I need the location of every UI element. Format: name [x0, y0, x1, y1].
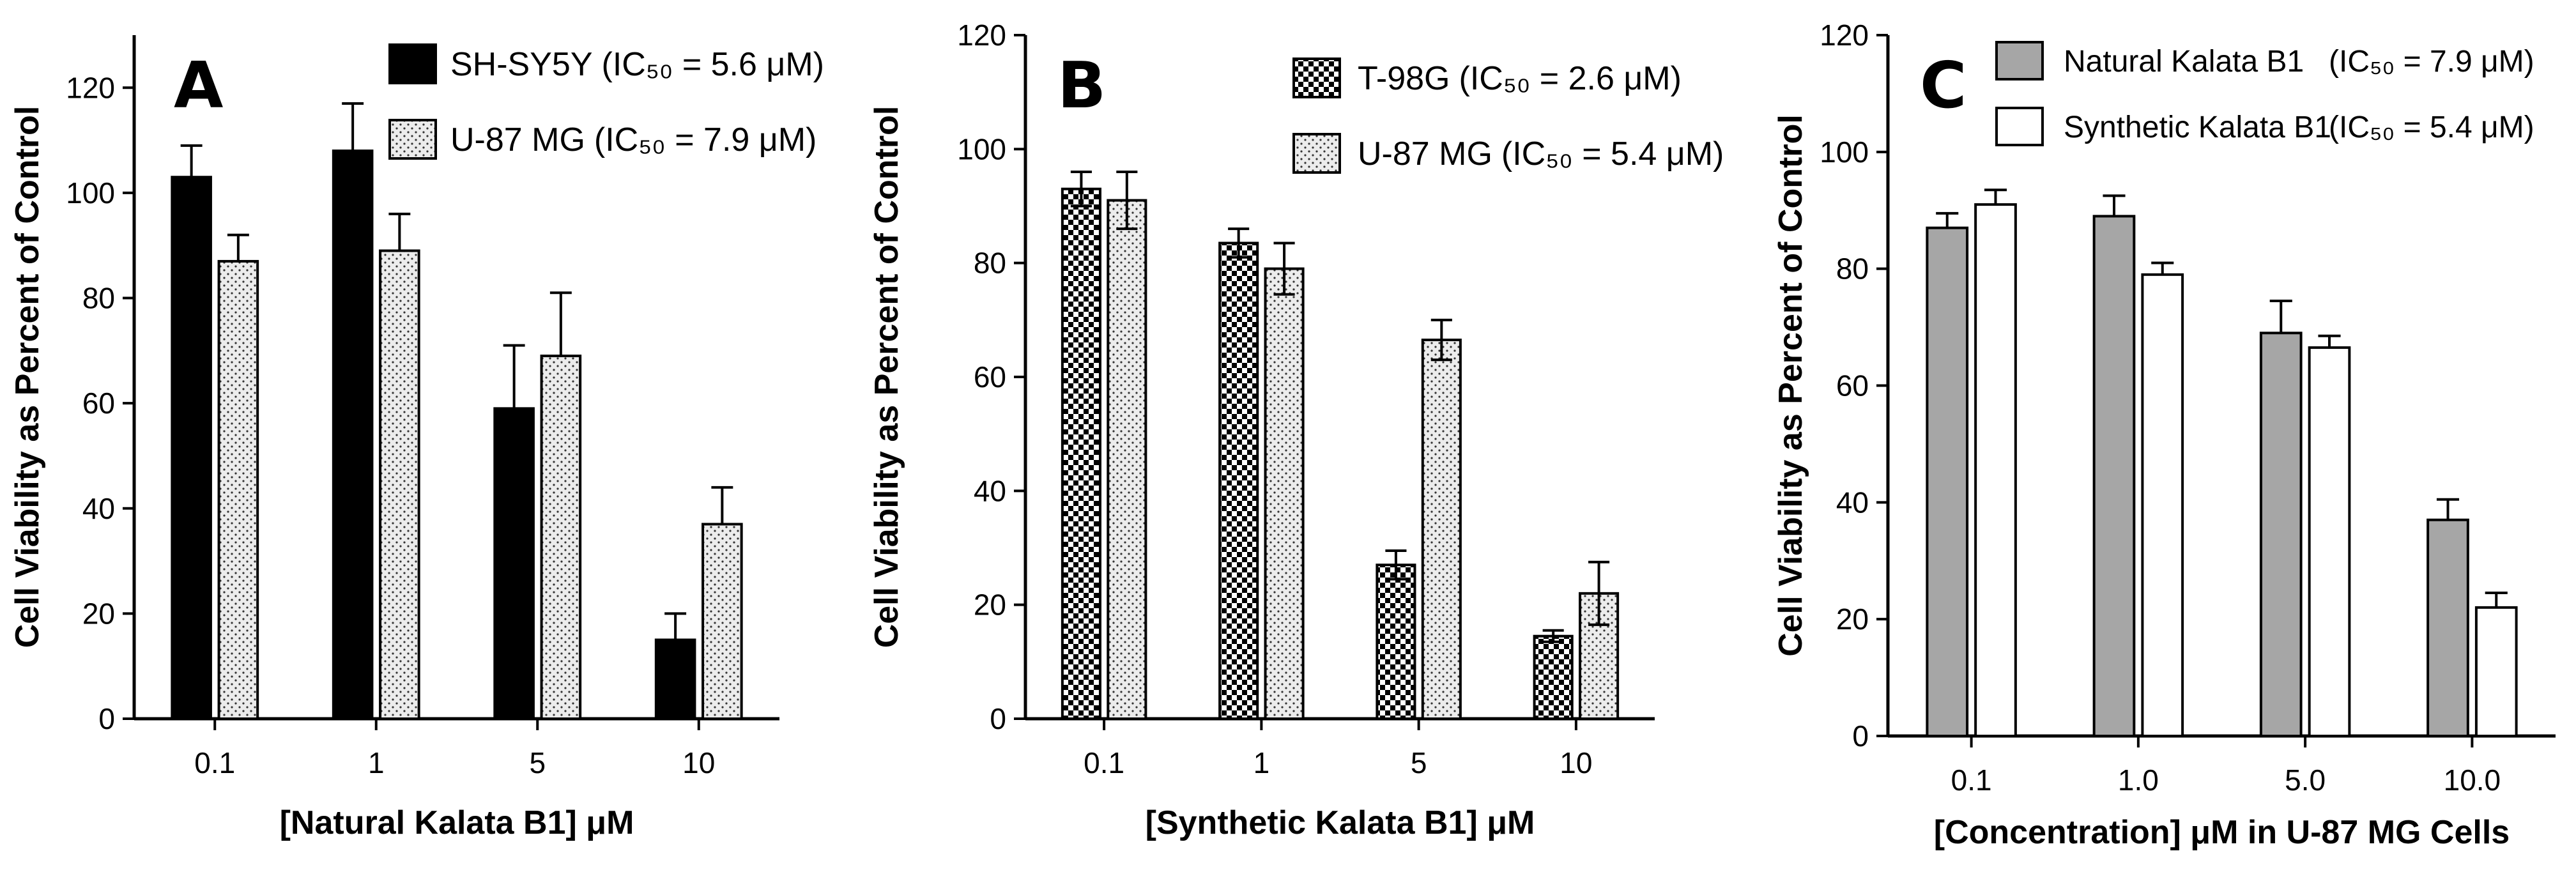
bar-series1 [1533, 634, 1574, 720]
bar-series1 [1061, 187, 1101, 720]
y-tick-label: 100 [1820, 135, 1869, 169]
panel-c-chart: C 0 20 40 60 80 100 120 Cell Viability as Perce… [1772, 19, 2556, 851]
x-tick-label: 0.1 [1951, 763, 1992, 797]
legend-ic50: (IC₅₀ = 7.9 μM) [594, 121, 816, 158]
bar-series2 [2141, 273, 2184, 737]
bar-series1 [171, 176, 212, 720]
bar-series2 [1264, 267, 1305, 721]
x-tick-label: 10.0 [2444, 763, 2501, 797]
bar-series2 [702, 523, 743, 720]
y-tick-label: 40 [82, 492, 115, 525]
y-tick-label: 40 [974, 474, 1006, 507]
x-axis-label: [Natural Kalata B1] μM [280, 804, 634, 841]
y-tick-label: 80 [1836, 252, 1869, 286]
y-tick-label: 0 [990, 702, 1006, 735]
bar-series1 [654, 638, 696, 720]
y-tick-label: 0 [1852, 719, 1869, 753]
y-tick-label: 80 [974, 247, 1006, 280]
x-tick-label: 1.0 [2118, 763, 2159, 797]
y-tick-label: 120 [66, 71, 115, 104]
bar-series2 [540, 355, 582, 720]
legend-swatch [1292, 133, 1341, 174]
bar-series2 [1421, 339, 1462, 720]
x-tick-label: 10 [682, 746, 715, 779]
y-tick-label: 20 [82, 597, 115, 630]
x-tick-label: 5 [1411, 746, 1427, 779]
legend-swatch [388, 119, 437, 160]
x-tick-label: 5.0 [2285, 763, 2326, 797]
legend-swatch [1995, 41, 2044, 80]
y-axis-label: Cell Viability as Percent of Control [1772, 114, 1809, 657]
legend-swatch [1995, 107, 2044, 146]
y-tick-label: 20 [1836, 602, 1869, 636]
y-tick-label: 100 [957, 132, 1006, 165]
legend-label: U-87 MG (IC₅₀ = 5.4 μM) [1358, 135, 1724, 172]
bar-series2 [1107, 199, 1147, 721]
panel-b-letter: B [1057, 48, 1106, 123]
legend-label: T-98G (IC₅₀ = 2.6 μM) [1358, 60, 1682, 97]
legend-series-name: T-98G [1358, 60, 1450, 97]
panel-c-letter: C [1920, 48, 1966, 123]
legend-series-name: U-87 MG [450, 121, 585, 158]
bar-series1 [2426, 518, 2469, 738]
y-axis-label: Cell Viability as Percent of Control [9, 106, 46, 648]
bar-series2 [217, 259, 259, 720]
x-axis-label: [Concentration] μM in U-87 MG Cells [1934, 814, 2510, 851]
bar-series2 [379, 249, 420, 720]
y-tick-label: 60 [1836, 369, 1869, 402]
x-tick-label: 0.1 [194, 746, 235, 779]
bar-series2 [2308, 346, 2351, 737]
y-tick-label: 120 [957, 19, 1006, 52]
x-tick-label: 0.1 [1084, 746, 1124, 779]
legend-ic50: (IC₅₀ = 5.4 μM) [1501, 135, 1724, 172]
bar-series1 [332, 149, 374, 721]
y-tick-label: 80 [82, 282, 115, 315]
legend-ic50: (IC₅₀ = 2.6 μM) [1459, 60, 1682, 97]
legend-ic50: (IC₅₀ = 5.6 μM) [602, 46, 824, 83]
x-tick-label: 1 [1254, 746, 1270, 779]
legend-swatch [388, 43, 437, 84]
x-tick-label: 10 [1560, 746, 1592, 779]
panel-a-letter: A [174, 48, 223, 123]
x-tick-label: 1 [368, 746, 385, 779]
legend-label: SH-SY5Y (IC₅₀ = 5.6 μM) [450, 46, 824, 83]
bar-series1 [1926, 226, 1969, 737]
y-tick-label: 100 [66, 176, 115, 210]
x-tick-label: 5 [529, 746, 546, 779]
y-tick-label: 0 [98, 702, 115, 735]
x-axis-label: [Synthetic Kalata B1] μM [1146, 804, 1535, 841]
legend-ic50: (IC₅₀ = 5.4 μM) [2329, 111, 2534, 144]
bar-series2 [2474, 606, 2518, 738]
legend-series-name: U-87 MG [1358, 135, 1492, 172]
y-tick-label: 20 [974, 588, 1006, 622]
y-tick-label: 60 [82, 387, 115, 420]
legend-label: Natural Kalata B1 [2064, 45, 2304, 79]
y-axis-label: Cell Viability as Percent of Control [868, 106, 905, 648]
bar-series1 [493, 407, 535, 721]
bar-series1 [2259, 332, 2303, 737]
bar-series1 [2092, 215, 2136, 737]
y-tick-label: 120 [1820, 19, 1869, 52]
panel-a-chart: A 0 20 40 60 80 100 120 Cell Viability as Perce… [9, 35, 824, 841]
y-tick-label: 40 [1836, 486, 1869, 519]
legend-swatch [1292, 57, 1341, 98]
bar-series1 [1218, 241, 1259, 721]
legend-label: Synthetic Kalata B1 [2064, 111, 2331, 144]
bar-series2 [1974, 203, 2017, 737]
legend-ic50: (IC₅₀ = 7.9 μM) [2329, 45, 2534, 79]
legend-series-name: SH-SY5Y [450, 46, 593, 83]
y-tick-label: 60 [974, 360, 1006, 394]
legend-label: U-87 MG (IC₅₀ = 7.9 μM) [450, 121, 816, 158]
panel-b-chart: B 0 20 40 60 80 100 120 Cell Viability as Perce… [868, 19, 1724, 841]
bar-series1 [1376, 563, 1416, 720]
